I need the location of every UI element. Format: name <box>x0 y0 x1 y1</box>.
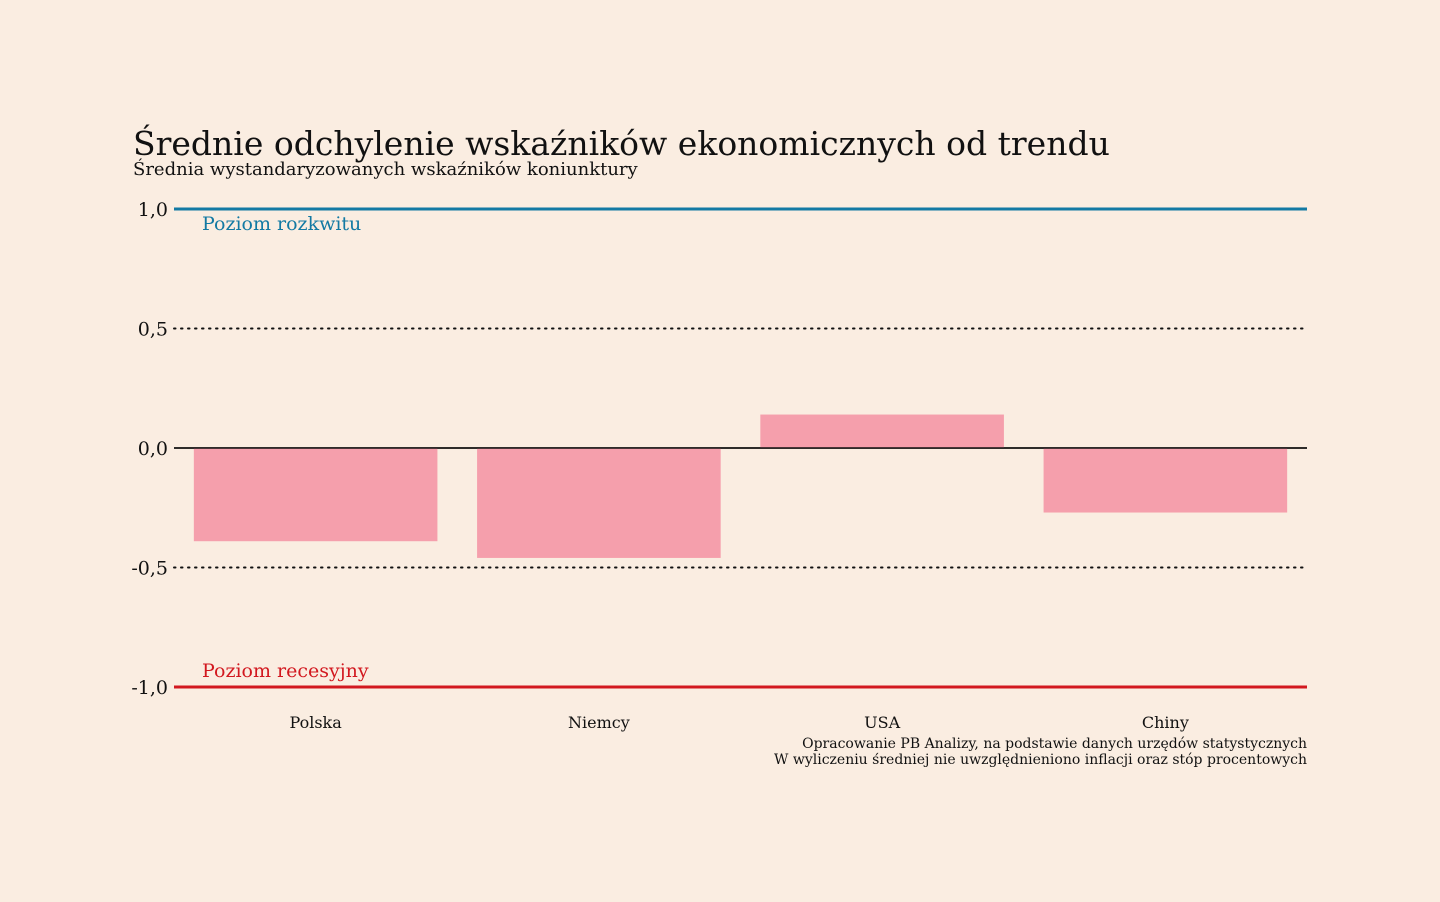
y-tick-label: -1,0 <box>131 677 168 699</box>
source-line-1: Opracowanie PB Analizy, na podstawie dan… <box>802 736 1307 752</box>
x-tick-label: Polska <box>289 713 342 732</box>
reference-label: Poziom recesyjny <box>202 660 369 682</box>
bar-usa <box>760 414 1004 448</box>
y-tick-label: 0,0 <box>138 438 168 460</box>
chart-title: Średnie odchylenie wskaźników ekonomiczn… <box>133 124 1110 163</box>
source-line-2: W wyliczeniu średniej nie uwzględnienion… <box>774 752 1307 768</box>
x-tick-label: USA <box>864 713 900 732</box>
x-tick-label: Niemcy <box>568 713 630 732</box>
bar-chiny <box>1043 448 1288 513</box>
y-tick-label: 1,0 <box>138 199 168 221</box>
bar-niemcy <box>477 448 721 558</box>
y-tick-label: -0,5 <box>131 558 168 580</box>
x-tick-label: Chiny <box>1142 713 1189 732</box>
bar-polska <box>193 448 438 542</box>
y-tick-label: 0,5 <box>138 319 168 341</box>
reference-label: Poziom rozkwitu <box>202 213 361 235</box>
chart-subtitle: Średnia wystandaryzowanych wskaźników ko… <box>133 159 638 180</box>
source-note: Opracowanie PB Analizy, na podstawie dan… <box>774 736 1307 768</box>
